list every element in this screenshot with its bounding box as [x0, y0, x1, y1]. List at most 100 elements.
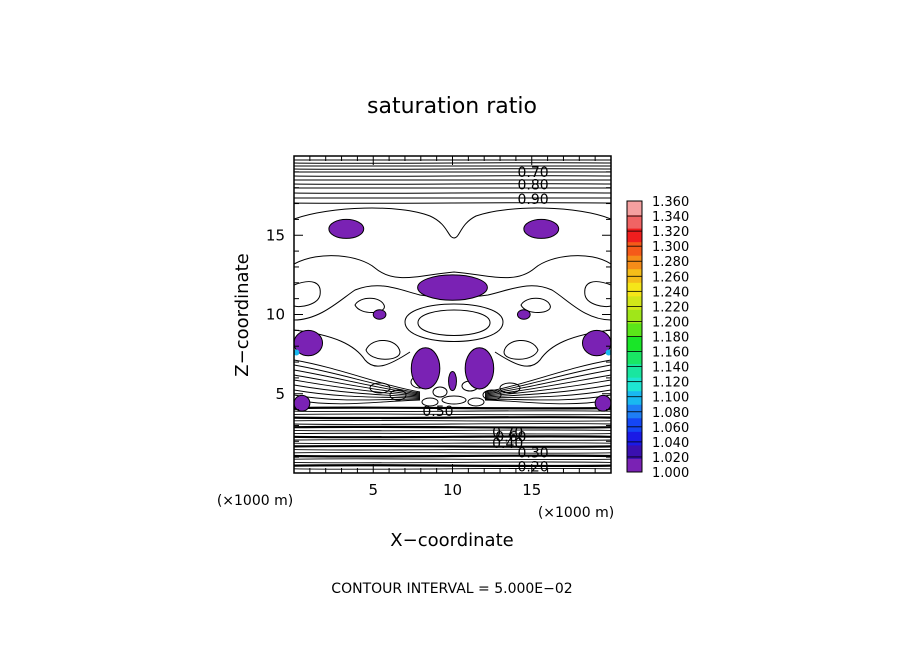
colorbar-swatch — [627, 228, 642, 243]
contour-line — [294, 439, 611, 441]
filled-region-accent — [294, 349, 300, 356]
colorbar-label: 1.200 — [652, 315, 689, 330]
contour-label: 0.40 — [492, 436, 523, 452]
contour-label: 0.80 — [517, 178, 548, 194]
contour-line — [294, 207, 611, 239]
contour-line — [294, 175, 611, 177]
contour-labels: 0.700.800.900.500.700.600.400.300.20 — [422, 165, 548, 476]
contour-line — [294, 442, 611, 445]
contour-line — [484, 389, 611, 399]
colorbar-swatch — [627, 322, 642, 337]
colorbar-label: 1.280 — [652, 255, 689, 270]
colorbar-label: 1.320 — [652, 225, 689, 240]
contour-line — [354, 297, 385, 313]
contour-line — [294, 451, 611, 454]
contour-line — [294, 183, 611, 185]
y-unit-label: (×1000 m) — [217, 493, 293, 509]
contour-line — [484, 369, 611, 395]
colorbar-label: 1.240 — [652, 285, 689, 300]
contour-line — [389, 389, 407, 401]
contour-line — [294, 413, 611, 416]
contour-line — [294, 423, 611, 425]
filled-region — [523, 218, 560, 239]
colorbar-label: 1.060 — [652, 421, 689, 436]
colorbar-swatch — [627, 431, 642, 446]
contour-line — [294, 389, 421, 399]
chart-title: saturation ratio — [367, 94, 537, 119]
contour-line — [294, 429, 611, 432]
colorbar-label: 1.160 — [652, 346, 689, 361]
contour-line — [294, 435, 611, 439]
contour-line — [404, 303, 504, 342]
colorbar-label: 1.300 — [652, 240, 689, 255]
colorbar-swatch — [627, 336, 642, 351]
contour-line — [294, 461, 611, 464]
contour-line — [441, 395, 467, 405]
y-tick-label: 5 — [275, 385, 285, 403]
contour-line — [499, 382, 521, 394]
colorbar-label: 1.260 — [652, 270, 689, 285]
colorbar-swatch — [627, 363, 642, 378]
contour-line — [484, 384, 611, 398]
contour-line — [294, 168, 611, 170]
contour-line — [484, 359, 611, 393]
contour-line — [294, 384, 421, 398]
contour-line — [294, 425, 611, 429]
filled-region — [417, 274, 488, 301]
contour-line — [467, 397, 485, 407]
contour-line — [294, 165, 611, 167]
filled-regions — [294, 218, 611, 412]
filled-region-accent — [605, 349, 611, 356]
filled-region — [594, 394, 611, 412]
contour-line — [294, 454, 611, 458]
contour-line — [294, 416, 611, 420]
contour-line — [417, 309, 491, 336]
colorbar-swatch — [627, 350, 642, 365]
x-tick-label: 10 — [443, 481, 462, 499]
colorbar-swatch — [627, 444, 642, 459]
contour-line — [484, 364, 611, 394]
contour-line — [294, 432, 611, 435]
contour-line — [294, 394, 421, 401]
contour-label: 0.70 — [492, 425, 523, 441]
x-tick-label: 5 — [368, 481, 378, 499]
filled-region — [448, 371, 457, 392]
colorbar-swatch — [627, 241, 642, 256]
contour-line — [294, 329, 411, 367]
contour-label: 0.90 — [517, 192, 548, 208]
y-tick-label: 15 — [266, 226, 285, 244]
colorbar-swatch — [627, 255, 642, 270]
y-axis-label: Z−coordinate — [232, 253, 253, 376]
colorbar-label: 1.120 — [652, 376, 689, 391]
contour-label: 0.70 — [517, 165, 548, 181]
contour-line — [294, 197, 611, 199]
colorbar-label: 1.220 — [652, 300, 689, 315]
colorbar-swatch — [627, 417, 642, 432]
contour-line — [294, 364, 421, 394]
colorbar-label: 1.040 — [652, 436, 689, 451]
colorbar-label: 1.100 — [652, 391, 689, 406]
colorbar-label: 1.020 — [652, 451, 689, 466]
colorbar-swatch — [627, 404, 642, 419]
colorbar-label: 1.180 — [652, 331, 689, 346]
contour-label: 0.30 — [517, 445, 548, 461]
contour-line — [365, 340, 401, 360]
contour-line — [484, 379, 611, 397]
y-tick-labels: 5 10 15 — [266, 226, 285, 403]
contour-line — [294, 281, 321, 308]
colorbar-swatch — [627, 268, 642, 283]
contour-label: 0.20 — [517, 460, 548, 476]
colorbar-swatch — [627, 390, 642, 405]
contour-line — [294, 369, 421, 395]
contour-line — [294, 255, 611, 279]
contour-label: 0.60 — [495, 430, 526, 446]
filled-region — [410, 347, 441, 390]
filled-region — [464, 347, 495, 390]
contour-line — [294, 444, 611, 448]
colorbar-swatch — [627, 377, 642, 392]
x-axis-label: X−coordinate — [390, 530, 513, 551]
colorbar-label: 1.340 — [652, 210, 689, 225]
contour-line — [482, 389, 502, 401]
contour-interval-footer: CONTOUR INTERVAL = 5.000E−02 — [331, 581, 572, 597]
